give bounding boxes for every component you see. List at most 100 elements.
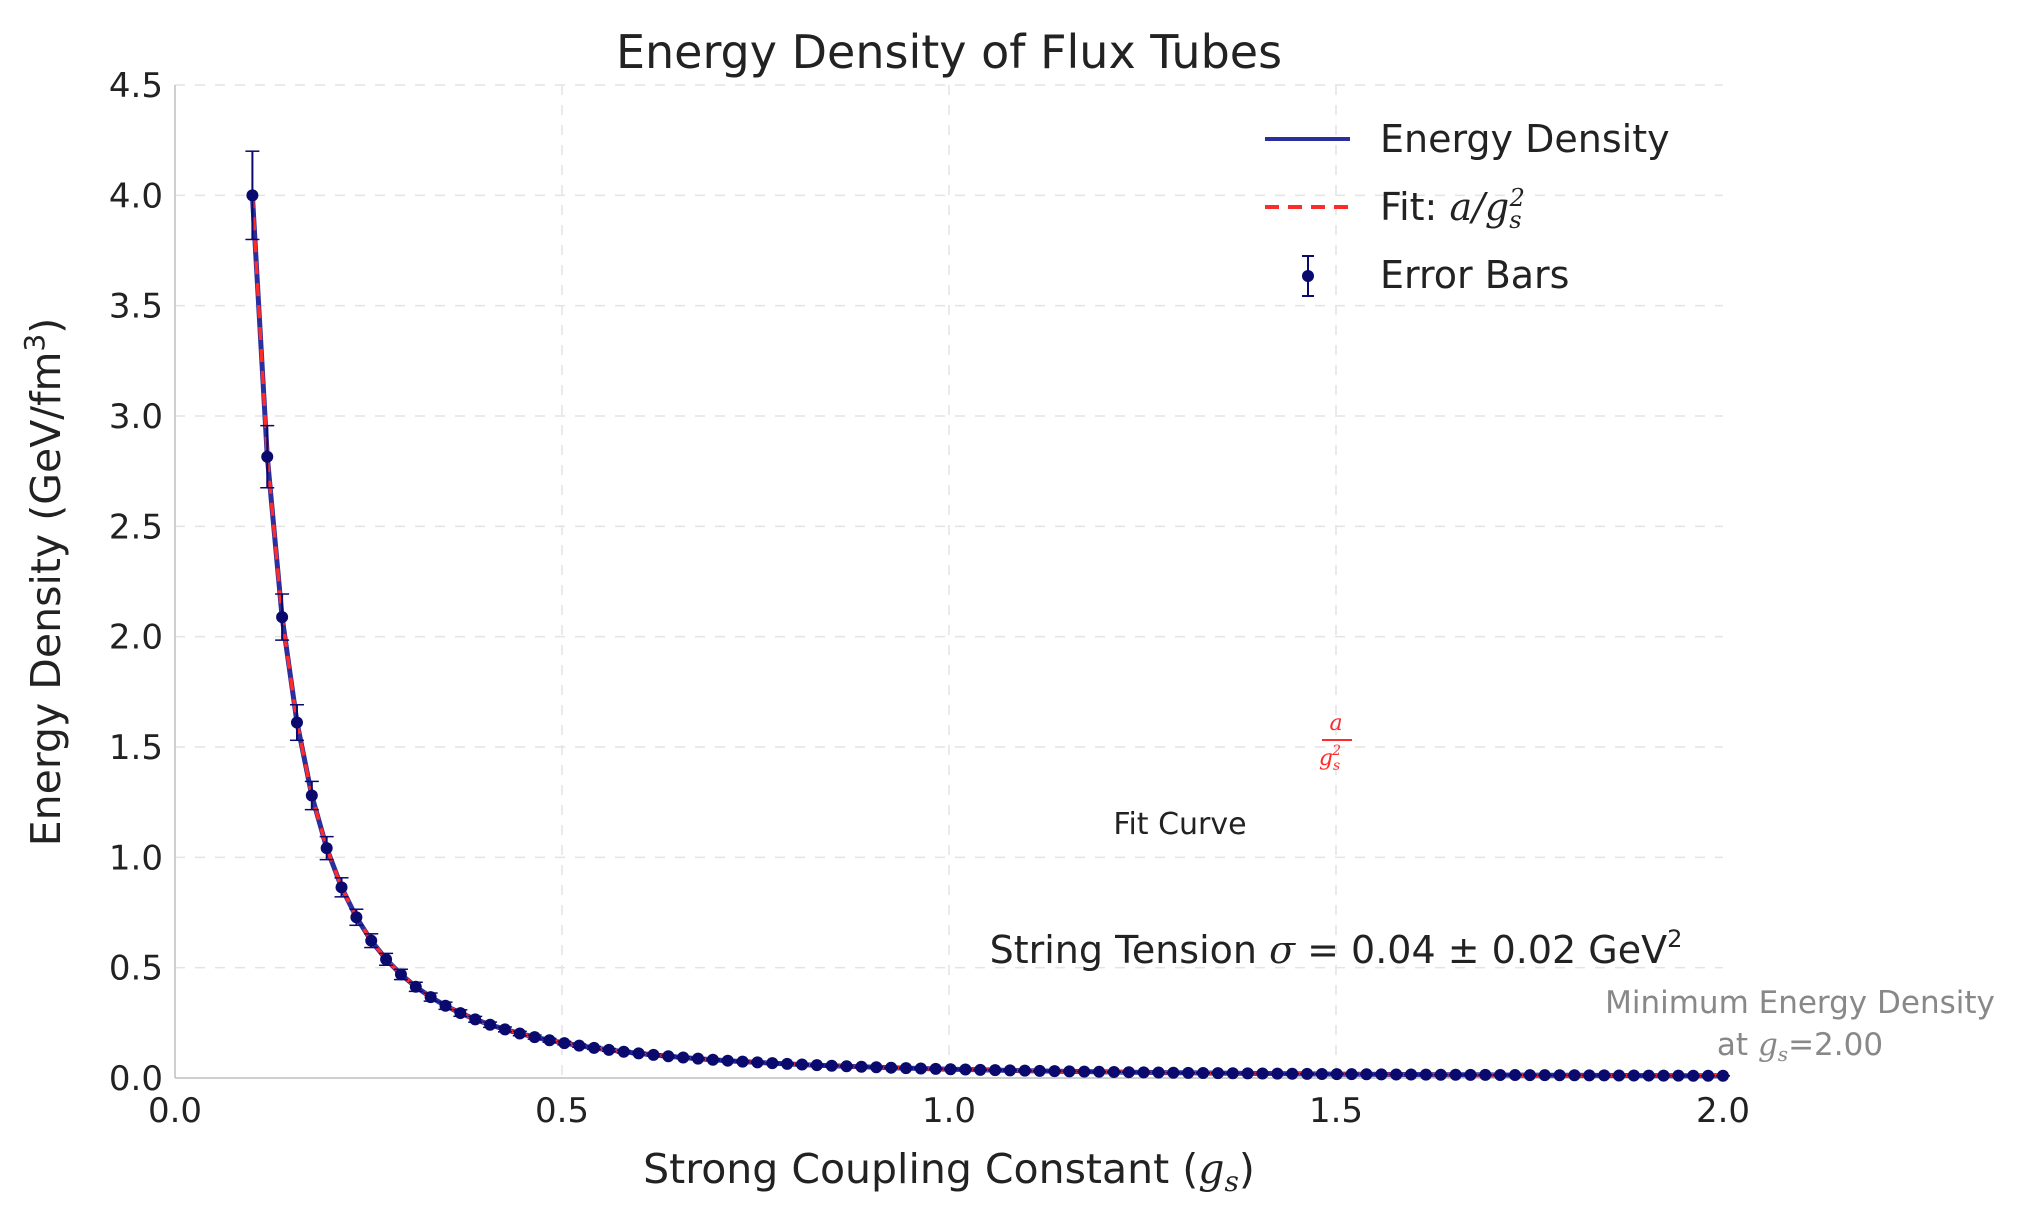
data-point bbox=[1464, 1068, 1477, 1081]
data-point bbox=[261, 450, 274, 463]
data-point bbox=[469, 1013, 482, 1026]
data-point bbox=[1613, 1069, 1626, 1082]
data-point bbox=[1702, 1069, 1715, 1082]
data-point bbox=[320, 842, 333, 855]
chart-title: Energy Density of Flux Tubes bbox=[616, 25, 1282, 79]
data-point bbox=[484, 1018, 497, 1031]
error-bar-point bbox=[1329, 1068, 1344, 1081]
error-bar-point bbox=[1270, 1067, 1285, 1080]
data-point bbox=[305, 789, 318, 802]
y-tick-label: 4.5 bbox=[109, 66, 163, 106]
data-point bbox=[617, 1045, 630, 1058]
error-bar-point bbox=[1389, 1068, 1404, 1081]
data-point bbox=[1405, 1068, 1418, 1081]
error-bar-point bbox=[839, 1060, 854, 1073]
data-point bbox=[632, 1047, 645, 1060]
data-point bbox=[706, 1053, 719, 1066]
error-bar-point bbox=[1032, 1064, 1047, 1077]
data-point bbox=[1271, 1067, 1284, 1080]
error-bar-point bbox=[646, 1048, 661, 1061]
error-bar-point bbox=[1522, 1069, 1537, 1082]
plot-marks bbox=[245, 150, 1730, 1082]
error-bar-point bbox=[1404, 1068, 1419, 1081]
data-point bbox=[350, 911, 363, 924]
data-point bbox=[1627, 1069, 1640, 1082]
data-point bbox=[528, 1031, 541, 1044]
error-bar-point bbox=[1002, 1064, 1017, 1077]
data-point bbox=[1167, 1066, 1180, 1079]
data-point bbox=[1093, 1065, 1106, 1078]
data-point bbox=[885, 1061, 898, 1074]
error-bar-point bbox=[705, 1053, 720, 1066]
data-point bbox=[1538, 1069, 1551, 1082]
error-bar-point bbox=[973, 1063, 988, 1076]
error-bar-point bbox=[1612, 1069, 1627, 1082]
error-bar-point bbox=[542, 1034, 557, 1047]
error-bar-point bbox=[869, 1061, 884, 1074]
data-point bbox=[677, 1051, 690, 1064]
error-bar-point bbox=[334, 877, 349, 898]
data-point bbox=[1078, 1065, 1091, 1078]
data-point bbox=[513, 1027, 526, 1040]
error-bar-point bbox=[468, 1013, 483, 1026]
error-bar-point bbox=[527, 1031, 542, 1044]
data-point bbox=[602, 1043, 615, 1056]
error-bar-point bbox=[512, 1027, 527, 1040]
error-bar-point bbox=[1344, 1068, 1359, 1081]
data-point bbox=[959, 1063, 972, 1076]
data-point bbox=[810, 1059, 823, 1072]
data-point bbox=[246, 189, 259, 202]
data-point bbox=[573, 1039, 586, 1052]
data-point bbox=[1642, 1069, 1655, 1082]
data-point bbox=[454, 1007, 467, 1020]
annotation-minimum: Minimum Energy Density at gs=2.00 bbox=[1605, 985, 1995, 1066]
error-bar-point bbox=[304, 780, 319, 811]
error-bar-point bbox=[943, 1063, 958, 1076]
annotation-fraction: a gs2 bbox=[1319, 711, 1352, 774]
error-bar-point bbox=[1418, 1068, 1433, 1081]
x-tick-label: 1.0 bbox=[922, 1091, 976, 1131]
error-bar-point bbox=[899, 1062, 913, 1075]
error-bar-point bbox=[795, 1058, 810, 1071]
error-bar-point bbox=[289, 703, 304, 742]
error-bar-point bbox=[423, 991, 438, 1004]
annotation-string-tension: String Tension σ = 0.04 ± 0.02 GeV2 bbox=[990, 925, 1683, 972]
data-point bbox=[394, 968, 407, 981]
data-point bbox=[1152, 1066, 1165, 1079]
y-tick-label: 2.5 bbox=[109, 507, 163, 547]
data-point bbox=[1063, 1065, 1076, 1078]
data-point bbox=[1137, 1066, 1150, 1079]
error-bar-point bbox=[1210, 1067, 1225, 1080]
error-bar-point bbox=[631, 1047, 646, 1060]
data-point bbox=[974, 1063, 987, 1076]
error-bar-point bbox=[1300, 1067, 1315, 1080]
y-tick-label: 3.0 bbox=[109, 397, 163, 437]
error-bar-point bbox=[587, 1041, 602, 1054]
error-bar-point bbox=[809, 1059, 824, 1072]
data-point bbox=[1419, 1068, 1432, 1081]
svg-text:Minimum Energy Density: Minimum Energy Density bbox=[1605, 985, 1995, 1021]
data-point bbox=[900, 1062, 912, 1075]
data-point bbox=[1360, 1068, 1373, 1081]
error-bar-point bbox=[1493, 1068, 1508, 1081]
data-point bbox=[588, 1041, 601, 1054]
error-bar-point bbox=[438, 999, 453, 1012]
error-bar-point bbox=[1181, 1066, 1196, 1079]
data-point bbox=[914, 1062, 927, 1075]
x-tick-label: 0.5 bbox=[535, 1091, 589, 1131]
data-point bbox=[1330, 1068, 1343, 1081]
data-point bbox=[929, 1062, 942, 1075]
data-point bbox=[1048, 1065, 1061, 1078]
y-axis-label: Energy Density (GeV/fm3) bbox=[18, 318, 70, 847]
error-bar-point bbox=[408, 980, 423, 993]
data-point bbox=[1018, 1064, 1031, 1077]
data-point bbox=[1122, 1066, 1135, 1079]
legend-label-energy-density: Energy Density bbox=[1380, 117, 1670, 161]
error-bar-point bbox=[1255, 1067, 1270, 1080]
y-tick-label: 0.5 bbox=[109, 949, 163, 989]
svg-text:gs2: gs2 bbox=[1319, 743, 1341, 774]
error-bar-point bbox=[393, 968, 408, 981]
error-bar-point bbox=[1448, 1068, 1463, 1081]
error-bar-point bbox=[735, 1055, 750, 1068]
data-point bbox=[1494, 1068, 1507, 1081]
